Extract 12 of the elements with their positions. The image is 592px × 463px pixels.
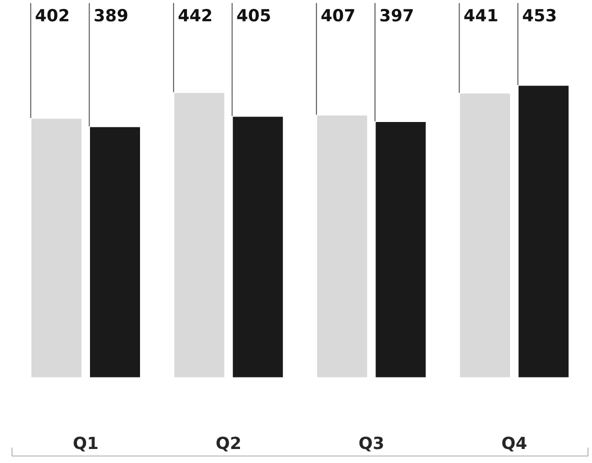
data-label: 402 (36, 8, 68, 22)
data-label: 441 (464, 9, 498, 22)
data-label: 407 (321, 8, 354, 22)
data-label: 442 (178, 8, 212, 22)
x-tick-label: Q2 (216, 436, 240, 452)
x-tick-label: Q3 (359, 436, 383, 452)
data-label: 389 (94, 8, 128, 22)
x-tick-label: Q4 (502, 436, 526, 452)
data-label: 397 (380, 8, 413, 22)
data-label: 405 (237, 8, 270, 22)
x-tick-label: Q1 (74, 436, 98, 452)
data-label: 453 (522, 8, 556, 22)
